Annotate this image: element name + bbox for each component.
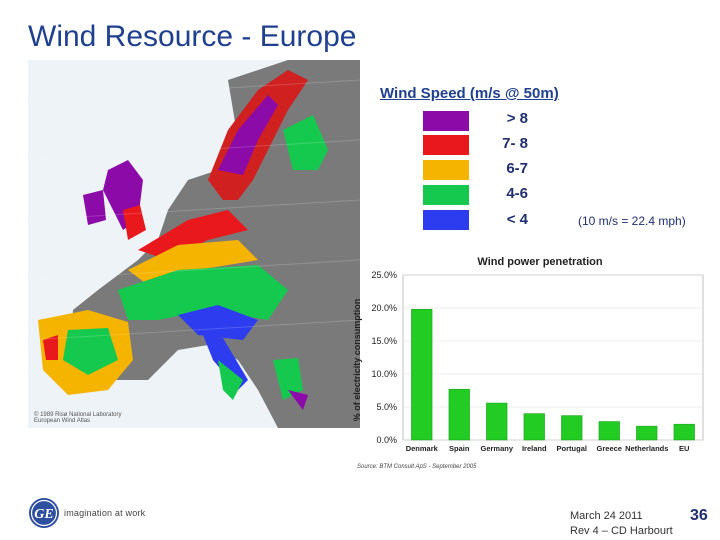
plot-area	[402, 274, 704, 441]
map-credit-line2: European Wind Atlas	[34, 418, 91, 424]
x-tick-label: Germany	[480, 444, 513, 453]
bar-denmark	[411, 309, 433, 441]
bar-spain	[448, 388, 470, 441]
legend-swatch-1	[423, 111, 469, 131]
bar-eu	[673, 423, 695, 441]
legend-swatch-4	[423, 185, 469, 205]
wind-penetration-chart: Wind power penetration % of electricity …	[345, 250, 710, 472]
x-tick-label: Greece	[597, 444, 622, 453]
y-tick-label: 10.0%	[371, 369, 397, 379]
legend-swatch-5	[423, 210, 469, 230]
page-number: 36	[690, 507, 708, 524]
chart-title: Wind power penetration	[477, 256, 602, 268]
bar-portugal	[561, 415, 583, 441]
tagline: imagination at work	[64, 508, 146, 518]
y-tick-label: 5.0%	[376, 402, 397, 412]
legend-label-1: > 8	[506, 110, 528, 127]
ge-logo-icon: GE	[29, 498, 59, 528]
legend-label-5: < 4	[506, 211, 528, 228]
x-tick-label: EU	[679, 444, 689, 453]
bar-netherlands	[636, 425, 658, 441]
x-tick-label: Portugal	[557, 444, 587, 453]
legend-title: Wind Speed (m/s @ 50m)	[380, 85, 559, 102]
map-credit-line1: © 1989 Risø National Laboratory	[34, 412, 122, 418]
y-tick-label: 15.0%	[371, 336, 397, 346]
slide-title: Wind Resource - Europe	[28, 20, 357, 53]
bar-greece	[598, 421, 620, 441]
bar-germany	[486, 402, 508, 441]
y-tick-label: 20.0%	[371, 303, 397, 313]
svg-text:GE: GE	[34, 507, 53, 522]
legend-label-2: 7- 8	[502, 135, 528, 152]
legend-swatch-2	[423, 135, 469, 155]
footer-date: March 24 2011	[570, 510, 643, 522]
chart-source: Source: BTM Consult ApS - September 2005	[357, 464, 477, 470]
legend-label-3: 6-7	[506, 160, 528, 177]
chart-ylabel: % of electricity consumption	[352, 299, 362, 422]
footer-info: March 24 2011 Rev 4 – CD Harbourt	[570, 509, 673, 539]
legend-swatch-3	[423, 160, 469, 180]
bar-ireland	[523, 413, 545, 441]
conversion-note: (10 m/s = 22.4 mph)	[578, 214, 686, 228]
x-tick-label: Denmark	[406, 444, 439, 453]
legend-label-4: 4-6	[506, 185, 528, 202]
chart-svg: Wind power penetration % of electricity …	[352, 256, 704, 470]
footer-revision: Rev 4 – CD Harbourt	[570, 525, 673, 537]
x-tick-label: Ireland	[522, 444, 547, 453]
map-credit: © 1989 Risø National Laboratory European…	[34, 412, 121, 424]
europe-wind-map	[28, 60, 360, 428]
y-tick-label: 0.0%	[376, 435, 397, 445]
x-tick-label: Spain	[449, 444, 470, 453]
x-tick-label: Netherlands	[625, 444, 668, 453]
y-tick-label: 25.0%	[371, 270, 397, 280]
